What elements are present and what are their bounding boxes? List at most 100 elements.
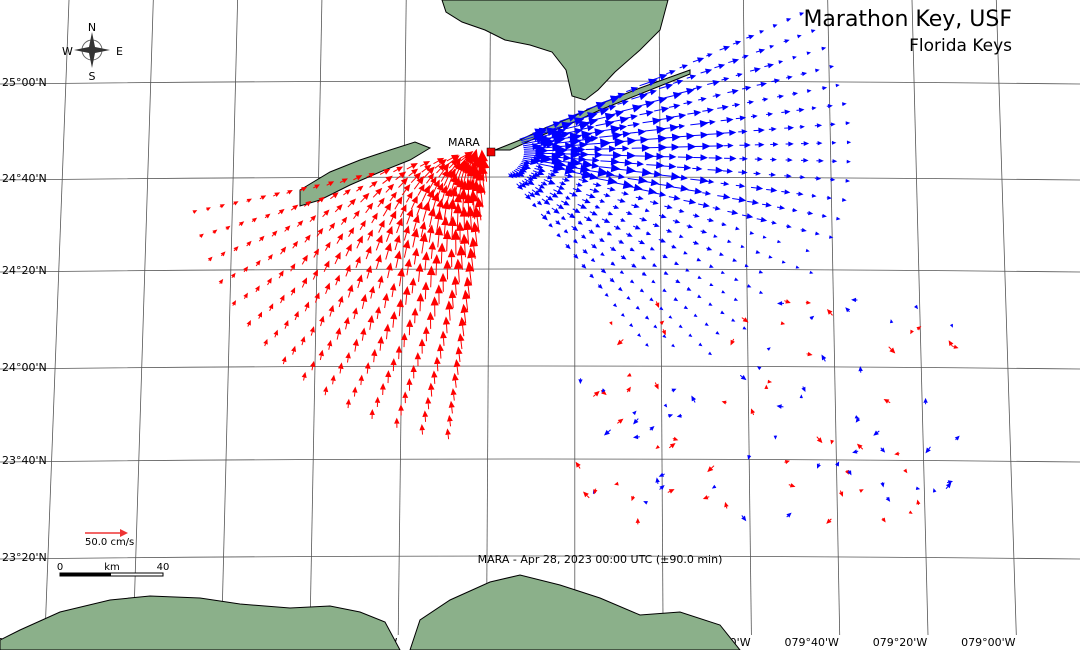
- current-vector: [340, 369, 341, 374]
- current-vector: [457, 213, 458, 227]
- current-vector: [333, 381, 334, 385]
- current-vector: [616, 162, 625, 163]
- current-vector: [784, 301, 786, 302]
- current-vector: [698, 99, 701, 100]
- current-vector: [600, 161, 611, 162]
- current-vector: [721, 120, 727, 121]
- current-vector: [374, 356, 375, 362]
- current-vector: [666, 230, 667, 231]
- compass-s: S: [89, 70, 96, 83]
- current-vector: [742, 88, 746, 89]
- current-vector: [453, 298, 454, 308]
- current-vector: [753, 413, 754, 415]
- current-vector: [233, 304, 234, 305]
- current-vector: [663, 474, 664, 475]
- current-vector: [209, 260, 210, 261]
- station-marker: [487, 148, 495, 156]
- current-vector: [840, 491, 841, 493]
- km-unit: km: [104, 562, 120, 573]
- lon-label: 079°40'W: [784, 636, 839, 649]
- lat-label: 24°20'N: [2, 264, 47, 277]
- current-vector: [546, 177, 548, 178]
- current-vector: [692, 135, 700, 136]
- km-0: 0: [57, 562, 63, 573]
- current-vector: [683, 103, 687, 104]
- current-vector: [560, 183, 562, 184]
- current-vector: [443, 338, 444, 346]
- current-vector: [598, 285, 599, 286]
- km-bar-fill: [60, 573, 111, 576]
- current-vector: [789, 485, 791, 486]
- title: Marathon Key, USF: [803, 7, 1012, 32]
- current-vector: [233, 204, 234, 205]
- lat-label: 23°40'N: [2, 454, 47, 467]
- lat-label: 23°20'N: [2, 551, 47, 564]
- current-vector: [708, 497, 710, 498]
- current-vector: [713, 96, 716, 97]
- lat-label: 24°40'N: [2, 172, 47, 185]
- current-vector: [721, 79, 724, 80]
- current-vector: [582, 235, 583, 236]
- current-vector: [803, 387, 804, 388]
- current-vector: [622, 193, 624, 194]
- current-vector: [347, 358, 348, 362]
- current-vector: [673, 221, 675, 222]
- current-vector: [590, 275, 591, 276]
- current-vector: [547, 211, 548, 212]
- current-vector: [742, 57, 744, 58]
- current-vector: [626, 212, 628, 213]
- current-vector: [619, 241, 620, 242]
- current-vector: [956, 439, 957, 440]
- current-vector: [766, 189, 771, 190]
- current-vector: [463, 199, 464, 215]
- current-vector: [663, 329, 664, 330]
- current-vector: [632, 265, 633, 266]
- current-vector: [440, 351, 441, 359]
- current-vector: [751, 187, 757, 188]
- km-40: 40: [157, 562, 170, 573]
- current-vector: [771, 81, 774, 82]
- current-vector: [304, 377, 305, 380]
- current-vector: [762, 204, 766, 205]
- current-vector: [213, 232, 214, 233]
- current-vector: [380, 343, 381, 350]
- compass-w: W: [62, 45, 73, 58]
- current-vector: [708, 134, 717, 135]
- current-vector: [452, 408, 453, 414]
- current-vector: [636, 197, 639, 198]
- station-label: MARA: [448, 136, 480, 149]
- current-vector: [325, 392, 326, 395]
- current-vector: [232, 277, 233, 278]
- lon-label: 079°20'W: [873, 636, 928, 649]
- timestamp: MARA - Apr 28, 2023 00:00 UTC (±90.0 min…: [478, 553, 723, 566]
- current-vector: [604, 194, 606, 195]
- current-vector: [446, 324, 447, 333]
- current-vector: [713, 208, 716, 209]
- current-vector: [582, 264, 583, 265]
- current-vector: [653, 224, 655, 225]
- current-vector: [221, 255, 222, 256]
- current-vector: [677, 136, 687, 137]
- current-vector: [452, 226, 453, 240]
- current-vector: [659, 215, 661, 216]
- current-vector: [693, 242, 695, 243]
- current-vector: [849, 311, 850, 312]
- current-vector: [708, 170, 716, 171]
- current-vector: [631, 140, 640, 141]
- current-vector: [578, 222, 579, 223]
- compass-e: E: [116, 45, 123, 58]
- current-vector: [600, 239, 601, 240]
- current-vector: [454, 395, 455, 401]
- compass-n: N: [88, 21, 96, 34]
- subtitle: Florida Keys: [909, 36, 1012, 56]
- current-vector: [247, 201, 248, 202]
- current-vector: [450, 421, 451, 426]
- current-vector: [613, 206, 615, 207]
- current-vector: [576, 184, 578, 185]
- current-vector: [664, 206, 667, 207]
- current-vector: [220, 283, 221, 284]
- lat-label: 25°00'N: [2, 76, 47, 89]
- current-vector: [536, 166, 538, 167]
- current-vector: [641, 257, 642, 258]
